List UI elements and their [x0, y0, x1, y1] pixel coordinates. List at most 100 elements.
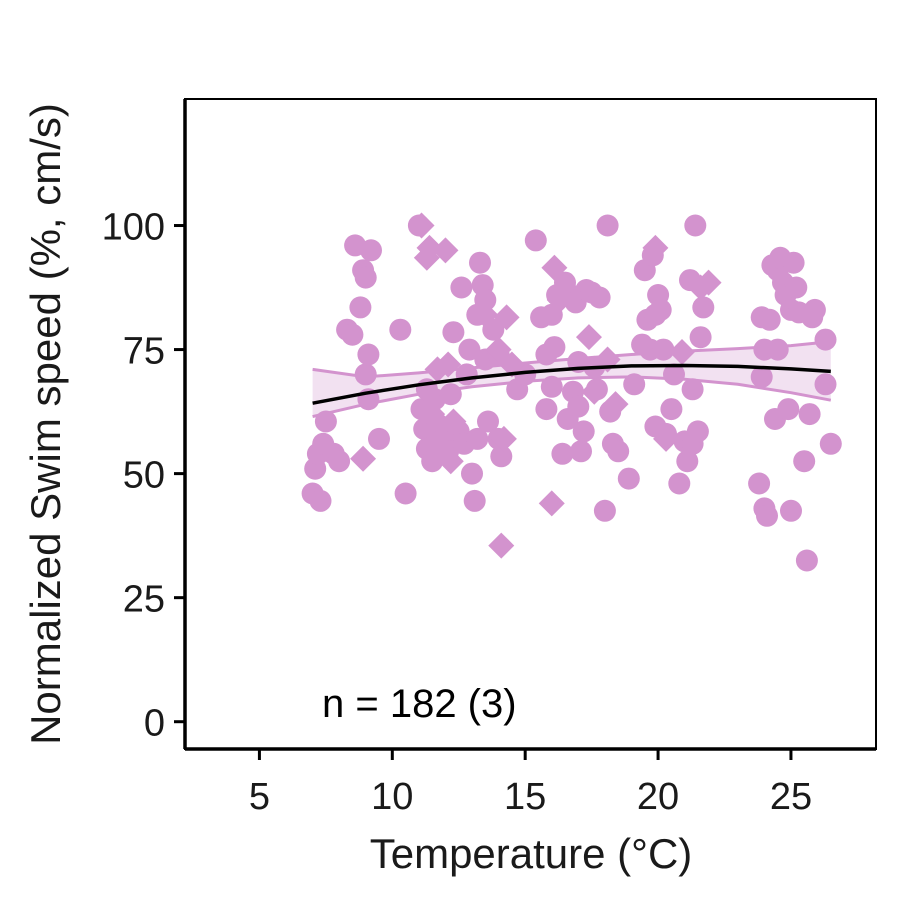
data-point-circle [421, 450, 444, 473]
data-point-circle [758, 308, 781, 331]
data-point-circle [394, 482, 417, 505]
data-point-diamond [668, 339, 695, 366]
fit-curve-line [312, 363, 831, 405]
data-point-circle [684, 214, 707, 237]
data-point-diamond [493, 304, 520, 331]
data-point-diamond [421, 430, 448, 457]
data-point-circle [524, 229, 547, 252]
data-point-diamond [488, 532, 515, 559]
data-point-circle [570, 440, 592, 463]
data-point-diamond [575, 324, 602, 351]
data-point-circle [652, 338, 675, 361]
data-point-circle [328, 450, 351, 473]
sample-size-annotation: n = 182 (3) [322, 682, 517, 726]
x-tick-label: 25 [770, 776, 812, 818]
data-point-circle [474, 289, 497, 311]
data-point-diamond [485, 336, 512, 363]
y-tick-label: 100 [102, 207, 165, 249]
fit-curve [312, 363, 831, 405]
data-point-diamond [538, 490, 565, 517]
data-point-circle [551, 442, 574, 465]
data-point-circle [814, 328, 837, 351]
data-point-circle [461, 462, 483, 485]
data-point-circle [567, 395, 590, 418]
ticks: 5 10 15 20 25 0 25 50 75 100 [102, 207, 813, 818]
data-point-circle [572, 420, 595, 443]
y-tick-label: 75 [123, 331, 165, 373]
data-point-circle [692, 296, 715, 319]
data-point-diamond [642, 234, 669, 261]
y-axis-title: Normalized Swim speed (%, cm/s) [22, 103, 69, 745]
data-point-circle [663, 363, 685, 386]
data-point-circle [368, 427, 390, 450]
data-point-diamond [541, 254, 568, 281]
data-point-circle [439, 383, 462, 406]
data-point-circle [756, 504, 778, 527]
data-point-diamond [490, 425, 517, 452]
data-point-diamond [602, 391, 629, 418]
data-point-circle [607, 440, 630, 463]
x-axis-title: Temperature (°C) [370, 830, 693, 877]
data-point-circle [819, 432, 842, 455]
data-point-circle [795, 549, 818, 572]
data-point-circle [469, 251, 491, 274]
data-point-circle [360, 239, 382, 262]
data-point-circle [349, 296, 372, 319]
data-point-circle [466, 427, 489, 450]
data-point-circle [588, 286, 611, 309]
y-tick-label: 25 [123, 579, 165, 621]
data-point-circle [354, 363, 377, 386]
confidence-band-lower [312, 375, 832, 419]
data-point-circle [477, 410, 499, 433]
data-point-circle [649, 298, 672, 321]
data-point-circle [798, 403, 821, 426]
data-point-circle [793, 450, 816, 473]
data-point-circle [676, 450, 699, 473]
data-point-circle [455, 363, 478, 386]
x-tick-label: 15 [504, 776, 546, 818]
data-point-diamond [498, 351, 525, 378]
data-point-diamond [581, 378, 608, 405]
data-point-circle [357, 343, 380, 366]
data-point-circle [593, 499, 616, 522]
data-point-circle [668, 472, 691, 495]
data-point-circle [785, 276, 808, 299]
data-point-circle [750, 365, 773, 388]
data-point-diamond [472, 301, 499, 328]
data-point-circle [309, 489, 332, 512]
axes [183, 98, 877, 751]
data-point-diamond [350, 445, 377, 472]
data-point-circle [540, 375, 563, 398]
data-point-circle [814, 373, 837, 396]
confidence-band-fill [312, 341, 831, 417]
data-point-circle [766, 338, 789, 361]
data-point-circle [458, 338, 481, 361]
data-point-circle [780, 499, 802, 522]
data-point-diamond [419, 401, 446, 428]
data-point-circle [543, 336, 566, 359]
data-point-circle [686, 420, 709, 443]
x-tick-label: 20 [637, 776, 679, 818]
data-point-circle [803, 298, 826, 321]
data-point-circle [314, 410, 337, 433]
data-points [301, 212, 842, 572]
data-point-circle [490, 445, 513, 468]
data-point-diamond [432, 237, 459, 264]
data-point-circle [777, 398, 800, 421]
data-point-circle [535, 398, 558, 421]
y-tick-label: 50 [123, 455, 165, 497]
x-tick-label: 5 [249, 776, 270, 818]
data-point-circle [623, 373, 646, 396]
x-tick-label: 10 [371, 776, 413, 818]
data-point-circle [442, 321, 465, 344]
data-point-circle [660, 398, 683, 421]
data-point-diamond [546, 286, 573, 313]
data-point-circle [354, 266, 377, 289]
y-tick-label: 0 [144, 703, 165, 745]
data-point-circle [389, 318, 412, 341]
data-point-circle [681, 378, 704, 401]
data-point-diamond [440, 408, 467, 435]
data-point-diamond [695, 269, 722, 296]
data-point-diamond [653, 425, 680, 452]
